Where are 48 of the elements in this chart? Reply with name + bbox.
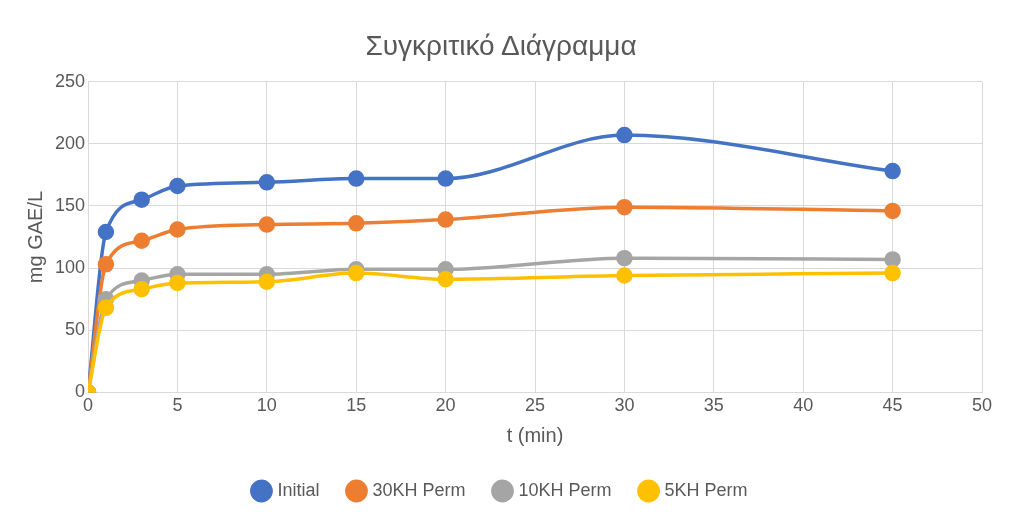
point [133,232,150,249]
point [437,271,454,288]
y-tick-label: 250 [54,70,86,91]
x-tick-label: 5 [172,395,183,416]
point [884,202,901,220]
point [97,223,115,241]
point [169,177,186,195]
chart-title: Συγκριτικό Διάγραμμα [365,29,637,61]
point [616,267,633,284]
point [133,280,150,298]
x-axis-title: t (min) [506,423,564,446]
x-tick-label: 30 [614,395,635,416]
point [169,274,186,292]
y-tick-label: 50 [65,319,86,340]
x-tick-label: 25 [525,395,546,416]
legend-label: Initial [277,479,320,500]
point [97,256,115,273]
point [133,191,150,208]
x-tick-label: 35 [703,395,724,416]
point [347,170,365,187]
point [616,126,633,144]
y-tick-label: 200 [54,132,86,153]
point [169,221,186,238]
point [258,273,276,291]
y-axis-title: mg GAE/L [23,190,46,284]
legend-label: 30KH Perm [372,479,466,500]
point [437,170,454,187]
y-tick-label: 150 [54,194,86,215]
point [347,215,365,232]
point [258,216,276,233]
point [616,198,633,216]
legend-label: 10KH Perm [518,479,612,500]
x-tick-label: 20 [435,395,456,416]
y-tick-label: 100 [54,257,86,278]
legend-label: 5KH Perm [664,479,748,500]
x-tick-label: 50 [971,395,993,416]
point [258,174,276,191]
point [884,264,901,282]
point [347,264,365,282]
x-tick-label: 15 [346,395,367,416]
point [884,251,901,268]
x-tick-label: 40 [793,395,814,416]
x-tick-label: 45 [882,395,903,416]
x-tick-label: 10 [256,395,277,416]
point [97,299,115,317]
point [884,162,901,180]
point [437,211,454,228]
point [616,249,633,267]
